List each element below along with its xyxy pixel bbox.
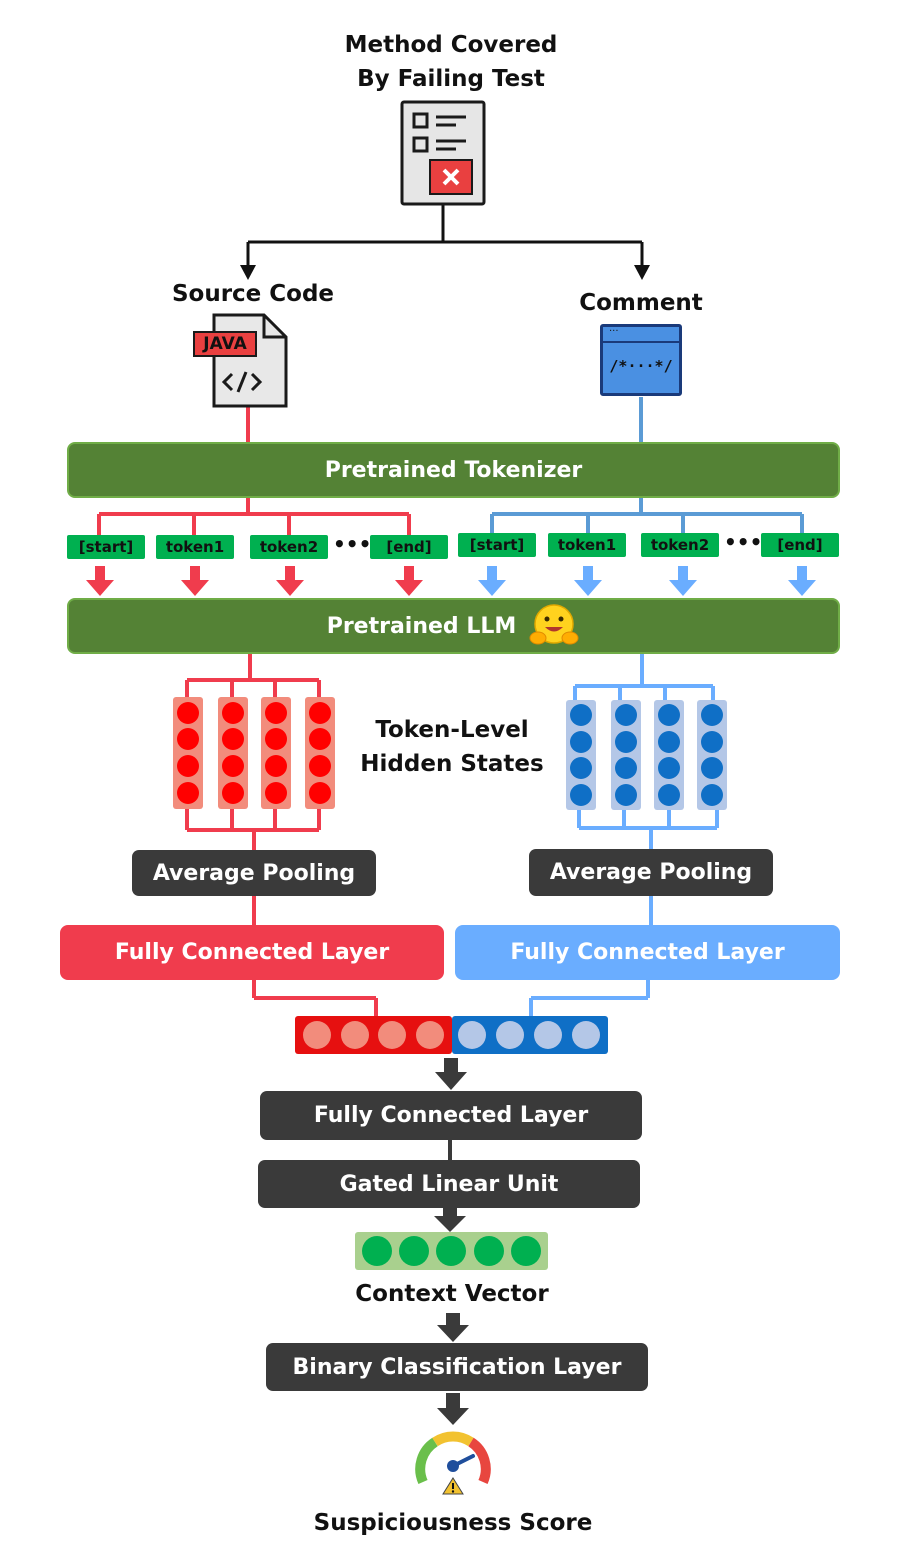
suspiciousness-gauge-icon — [415, 1431, 491, 1495]
failing-test-document-icon — [400, 100, 486, 206]
java-file-icon — [212, 313, 288, 408]
suspiciousness-score-label: Suspiciousness Score — [313, 1510, 593, 1536]
comment-window-titlebar: ··· — [603, 327, 679, 343]
comment-label: Comment — [579, 290, 703, 316]
arrow-to-source — [240, 265, 256, 280]
context-vector — [355, 1232, 548, 1270]
token-right-1: token1 — [548, 533, 626, 557]
hidden-states-right — [566, 700, 728, 810]
concatenated-vector — [295, 1016, 608, 1054]
context-vector-units — [362, 1236, 541, 1266]
token-right-start: [start] — [458, 533, 536, 557]
fully-connected-right: Fully Connected Layer — [455, 925, 840, 980]
hidden-state-units-left — [177, 702, 331, 804]
pretrained-tokenizer: Pretrained Tokenizer — [67, 442, 840, 498]
average-pooling-left: Average Pooling — [132, 850, 376, 896]
pipeline-arrows — [434, 1058, 469, 1425]
source-code-label: Source Code — [171, 281, 335, 307]
token-left-2: token2 — [250, 535, 328, 559]
token-left-1: token1 — [156, 535, 234, 559]
failing-test-title-line2: By Failing Test — [357, 66, 545, 92]
fully-connected-joint: Fully Connected Layer — [260, 1091, 642, 1140]
comment-glyph: /*···*/ — [609, 357, 673, 375]
token-right-end: [end] — [761, 533, 839, 557]
comment-window-icon: ··· /*···*/ — [600, 324, 682, 396]
gated-linear-unit: Gated Linear Unit — [258, 1160, 640, 1208]
hidden-states-left — [173, 697, 337, 809]
fully-connected-left: Fully Connected Layer — [60, 925, 444, 980]
concatenated-units — [303, 1021, 600, 1049]
token-arrows-left — [86, 566, 423, 596]
token-right-ellipsis: ••• — [724, 530, 763, 554]
arrow-to-comment — [634, 265, 650, 280]
token-arrows-right — [478, 566, 816, 596]
pretrained-llm-label: Pretrained LLM — [326, 613, 517, 639]
token-left-ellipsis: ••• — [333, 532, 372, 556]
token-left-start: [start] — [67, 535, 145, 559]
hugging-face-icon — [529, 604, 579, 645]
pretrained-llm: Pretrained LLM — [67, 598, 840, 654]
binary-classification-layer: Binary Classification Layer — [266, 1343, 648, 1391]
java-badge: JAVA — [193, 331, 257, 357]
token-left-end: [end] — [370, 535, 448, 559]
token-right-2: token2 — [641, 533, 719, 557]
context-vector-label: Context Vector — [355, 1281, 549, 1307]
average-pooling-right: Average Pooling — [529, 849, 773, 896]
failing-test-title-line1: Method Covered — [344, 32, 558, 58]
hidden-states-label-line2: Hidden States — [360, 751, 544, 777]
hidden-states-label-line1: Token-Level — [375, 717, 529, 743]
hidden-state-units-right — [570, 704, 723, 806]
